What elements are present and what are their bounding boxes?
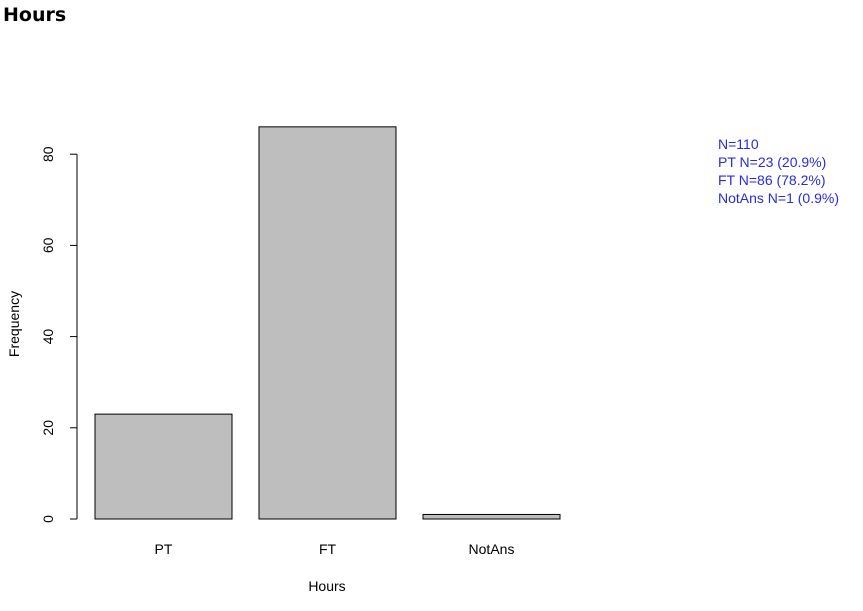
summary-line: NotAns N=1 (0.9%) — [718, 190, 839, 206]
summary-line: FT N=86 (78.2%) — [718, 172, 826, 188]
y-tick-label: 80 — [40, 146, 56, 162]
summary-line: N=110 — [718, 136, 759, 152]
bar-notans — [422, 513, 561, 520]
summary-line: PT N=23 (20.9%) — [718, 154, 826, 170]
y-axis: 0 20 40 60 80 — [40, 146, 78, 523]
x-axis-title: Hours — [308, 578, 345, 594]
category-label: FT — [319, 541, 337, 557]
page-title: Hours — [3, 4, 67, 26]
y-tick-label: 40 — [40, 329, 56, 345]
summary-annotation: N=110 PT N=23 (20.9%) FT N=86 (78.2%) NotAn… — [718, 136, 839, 206]
category-label: PT — [155, 541, 173, 557]
y-tick-label: 20 — [40, 420, 56, 436]
y-axis-title: Frequency — [6, 291, 22, 357]
y-tick-label: 60 — [40, 237, 56, 253]
bar-ft — [258, 126, 397, 520]
y-tick-label: 0 — [40, 515, 56, 523]
bars — [94, 126, 561, 520]
category-labels: PT FT NotAns — [155, 541, 515, 557]
category-label: NotAns — [469, 541, 515, 557]
bar-pt — [94, 413, 233, 520]
